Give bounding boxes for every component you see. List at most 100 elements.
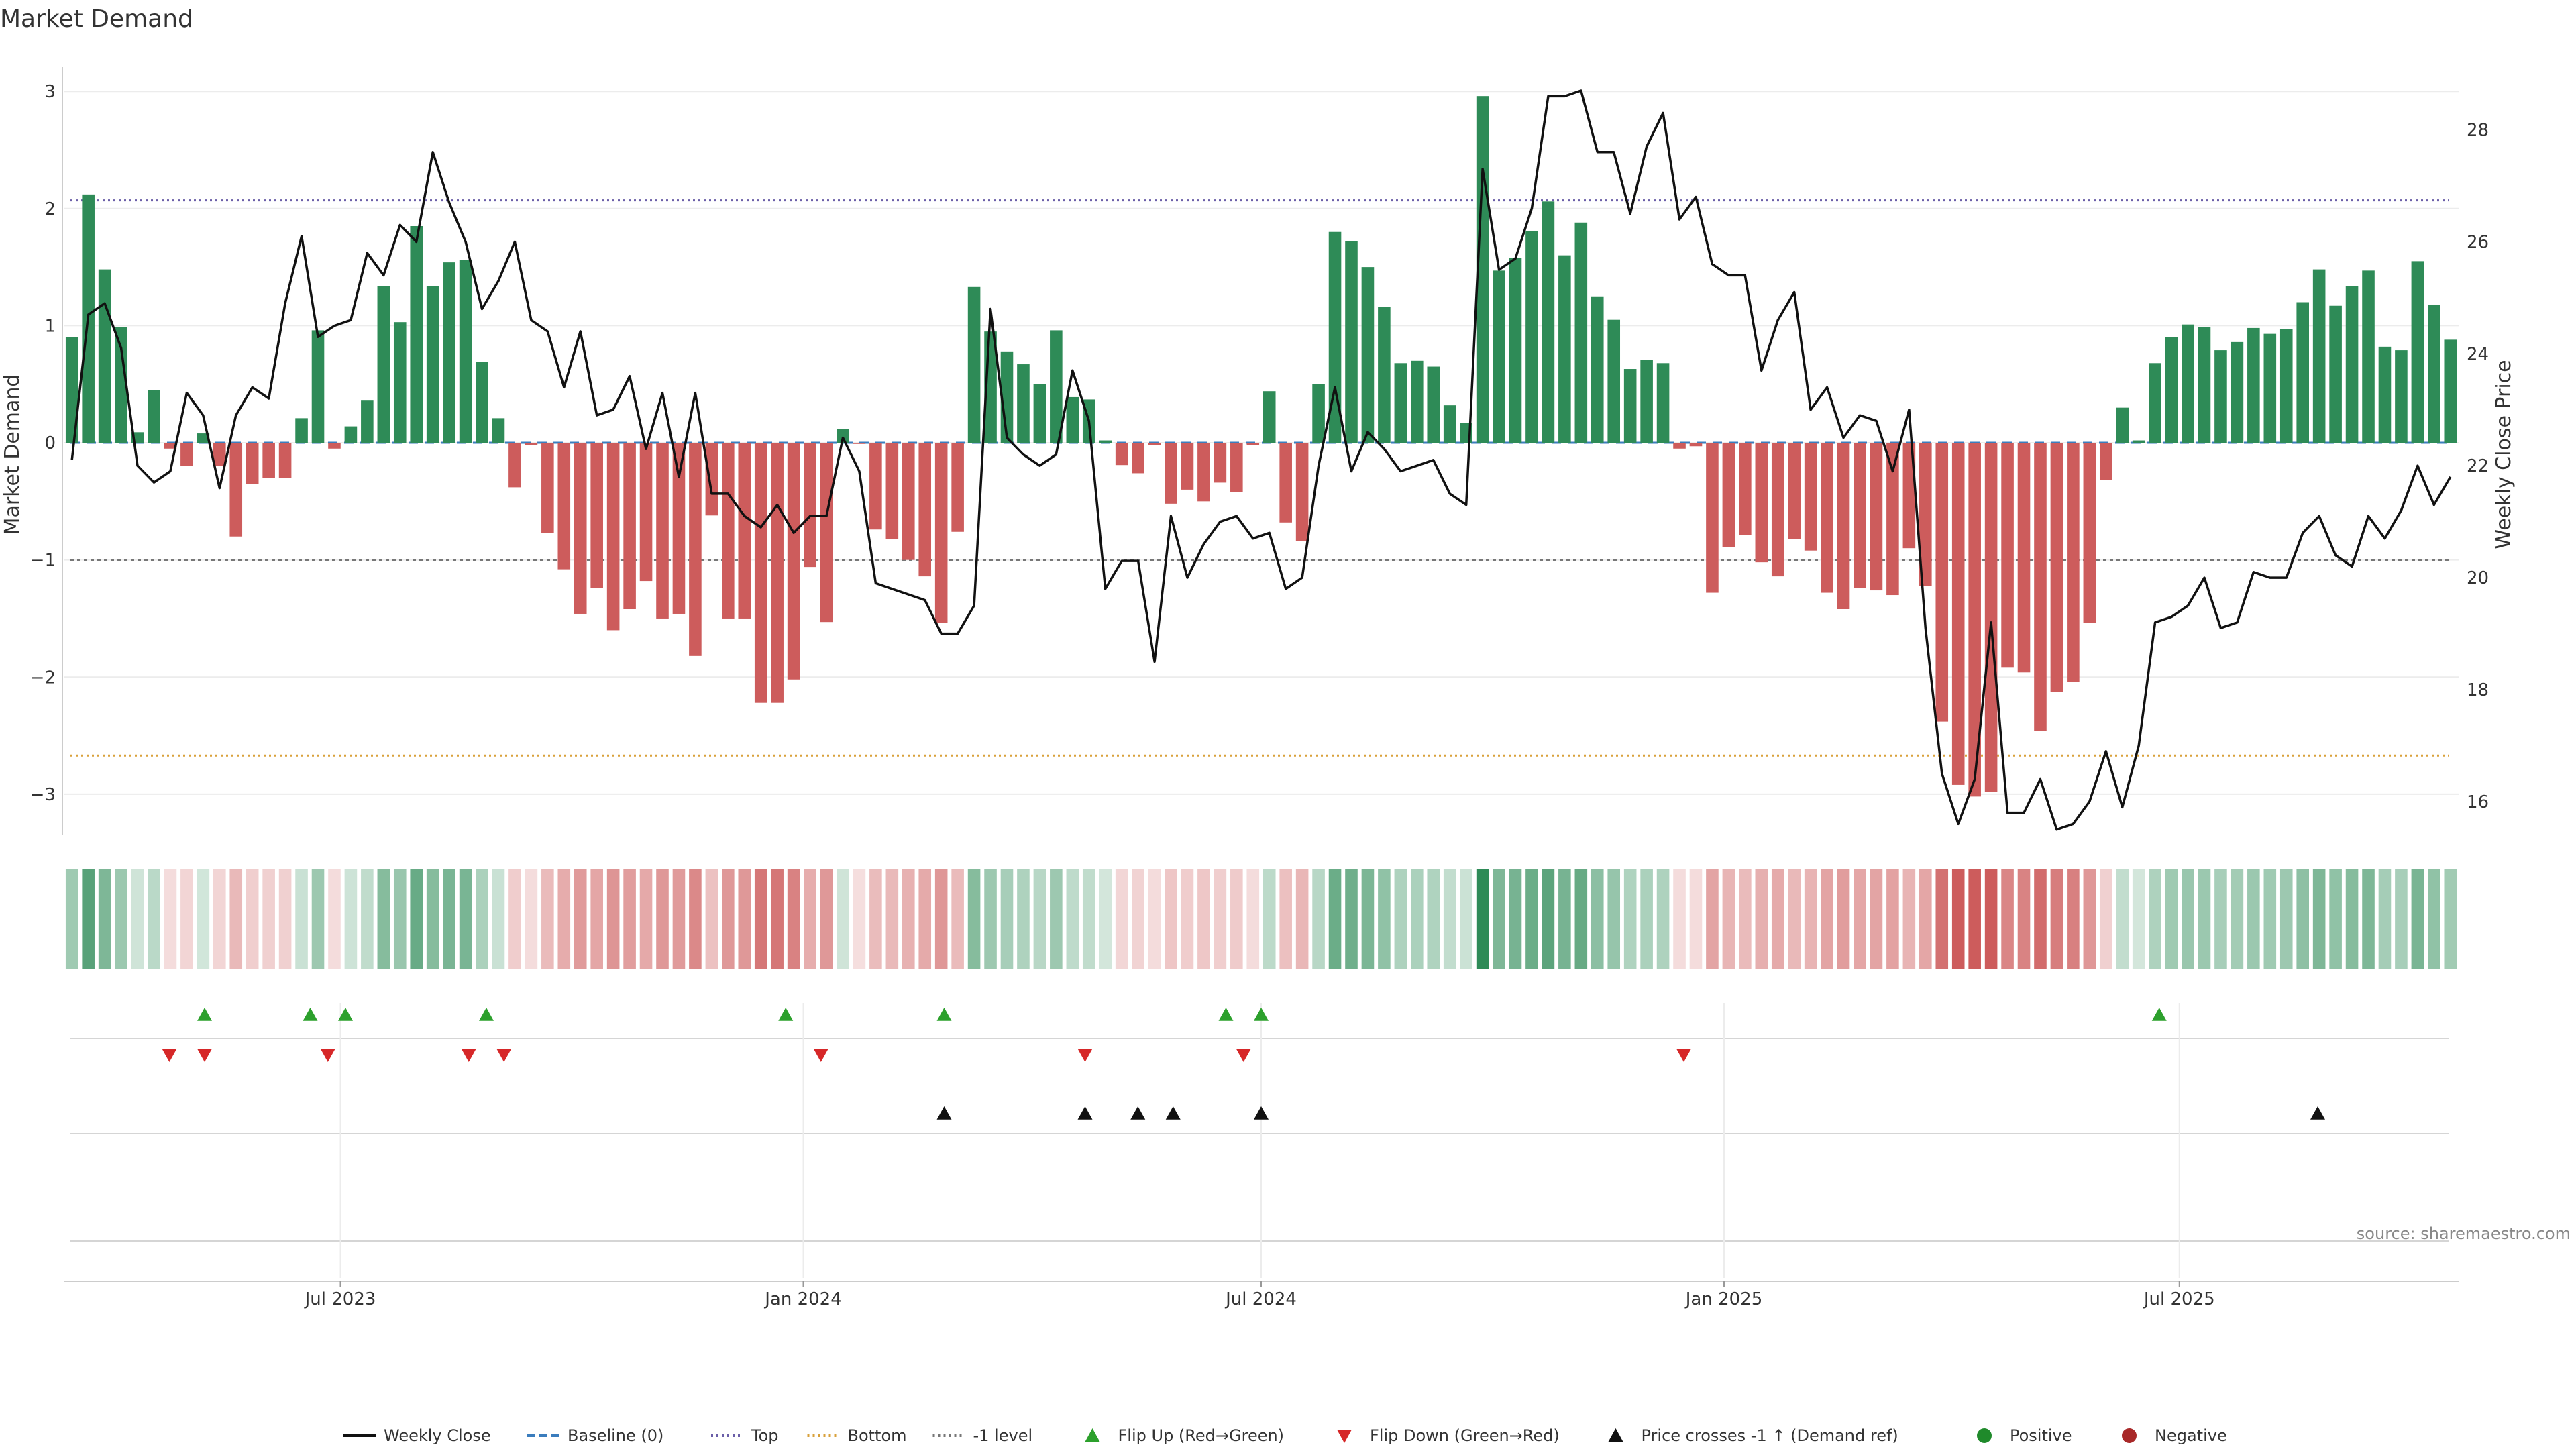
demand-bar — [1722, 443, 1735, 547]
demand-bar — [1919, 443, 1932, 586]
legend-item: Flip Down (Green→Red) — [1337, 1426, 1560, 1445]
y-tick-label: 0 — [44, 433, 56, 453]
demand-bar — [1591, 296, 1604, 443]
demand-bar — [2444, 339, 2457, 443]
price-cross-marker — [1165, 1106, 1181, 1120]
legend-swatch — [1608, 1428, 1623, 1442]
demand-bar — [1886, 443, 1899, 596]
heat-cell — [1656, 869, 1670, 969]
demand-bar — [393, 322, 407, 443]
demand-bar — [1345, 241, 1358, 443]
heat-cell — [443, 869, 455, 969]
heat-cell — [951, 869, 964, 969]
demand-bar — [722, 443, 735, 619]
flip-up-marker — [1254, 1008, 1269, 1021]
demand-bar — [934, 443, 948, 623]
demand-bar — [1673, 443, 1686, 449]
demand-bar — [295, 418, 308, 443]
heat-cell — [1115, 869, 1128, 969]
demand-bar — [213, 443, 226, 466]
heat-cell — [590, 869, 603, 969]
signal-markers — [70, 1003, 2449, 1278]
heat-cell — [311, 869, 325, 969]
demand-bar — [278, 443, 292, 478]
heat-cell — [1443, 869, 1456, 969]
legend-item: Weekly Close — [343, 1426, 491, 1445]
heat-cell — [820, 869, 833, 969]
heat-cell — [1673, 869, 1686, 969]
heat-cell — [2329, 869, 2342, 969]
demand-bar — [377, 286, 390, 443]
heat-cell — [2362, 869, 2375, 969]
demand-bar — [476, 362, 488, 443]
heat-cell — [2231, 869, 2244, 969]
demand-bar — [1443, 405, 1456, 443]
heat-cell — [606, 869, 620, 969]
demand-bar — [869, 443, 882, 530]
heat-cell — [262, 869, 275, 969]
heat-cell — [1755, 869, 1768, 969]
legend-item: Positive — [1977, 1426, 2072, 1445]
y2-tick-label: 26 — [2467, 232, 2489, 252]
demand-bar — [1902, 443, 1916, 549]
heat-cell — [213, 869, 226, 969]
heat-cell — [148, 869, 160, 969]
y-tick-label: 2 — [44, 199, 56, 219]
heat-cell — [1214, 869, 1227, 969]
demand-bar — [1328, 231, 1342, 443]
heat-cell — [2378, 869, 2392, 969]
heat-cell — [2444, 869, 2457, 969]
weekly-close-line — [70, 89, 2452, 831]
heat-cell — [2214, 869, 2227, 969]
heat-cell — [2099, 869, 2112, 969]
heat-cell — [2067, 869, 2080, 969]
demand-bar — [98, 269, 111, 443]
heat-cell — [1558, 869, 1571, 969]
price-cross-marker — [2310, 1106, 2325, 1120]
flip-up-marker — [936, 1008, 952, 1021]
heat-cell — [804, 869, 816, 969]
demand-bar — [1525, 230, 1538, 443]
demand-bar — [508, 443, 521, 488]
demand-bar — [2428, 304, 2440, 443]
heat-cell — [1968, 869, 1981, 969]
heat-cell — [705, 869, 718, 969]
demand-bar — [1099, 440, 1112, 443]
heat-cell — [1837, 869, 1850, 969]
demand-bar — [1755, 443, 1768, 563]
demand-bars — [65, 96, 2457, 797]
demand-bar — [2165, 337, 2178, 443]
heat-cell — [410, 869, 423, 969]
axes: 3 2 1 0 −1 −2 −3 16 18 20 22 24 26 28 Market Demand Wee… — [1, 67, 2516, 835]
heat-cell — [1542, 869, 1555, 969]
demand-bar — [1246, 443, 1260, 445]
heat-cell — [1689, 869, 1703, 969]
heat-cell — [1033, 869, 1046, 969]
demand-bar — [2067, 443, 2080, 682]
demand-bar — [2231, 341, 2244, 443]
heat-cell — [1427, 869, 1440, 969]
legend-swatch — [1337, 1430, 1352, 1443]
heat-cell — [459, 869, 472, 969]
heat-cell — [754, 869, 767, 969]
demand-bar — [344, 426, 358, 443]
heat-cell — [1870, 869, 1883, 969]
legend-label: Price crosses -1 ↑ (Demand ref) — [1642, 1426, 1898, 1445]
heat-cell — [656, 869, 669, 969]
heat-cell — [1919, 869, 1932, 969]
demand-bar — [1574, 222, 1588, 443]
demand-bar — [1968, 443, 1981, 797]
demand-bar — [787, 443, 800, 680]
demand-bar — [2395, 350, 2408, 443]
demand-bar — [148, 390, 160, 443]
flip-up-marker — [1218, 1008, 1234, 1021]
flip-down-marker — [496, 1049, 512, 1062]
heat-cell — [426, 869, 439, 969]
demand-bar — [2001, 443, 2014, 668]
legend-label: Negative — [2155, 1426, 2227, 1445]
heat-cell — [1771, 869, 1784, 969]
heat-cell — [1591, 869, 1604, 969]
heat-cell — [2411, 869, 2424, 969]
demand-bar — [2099, 443, 2112, 480]
heat-cell — [541, 869, 554, 969]
